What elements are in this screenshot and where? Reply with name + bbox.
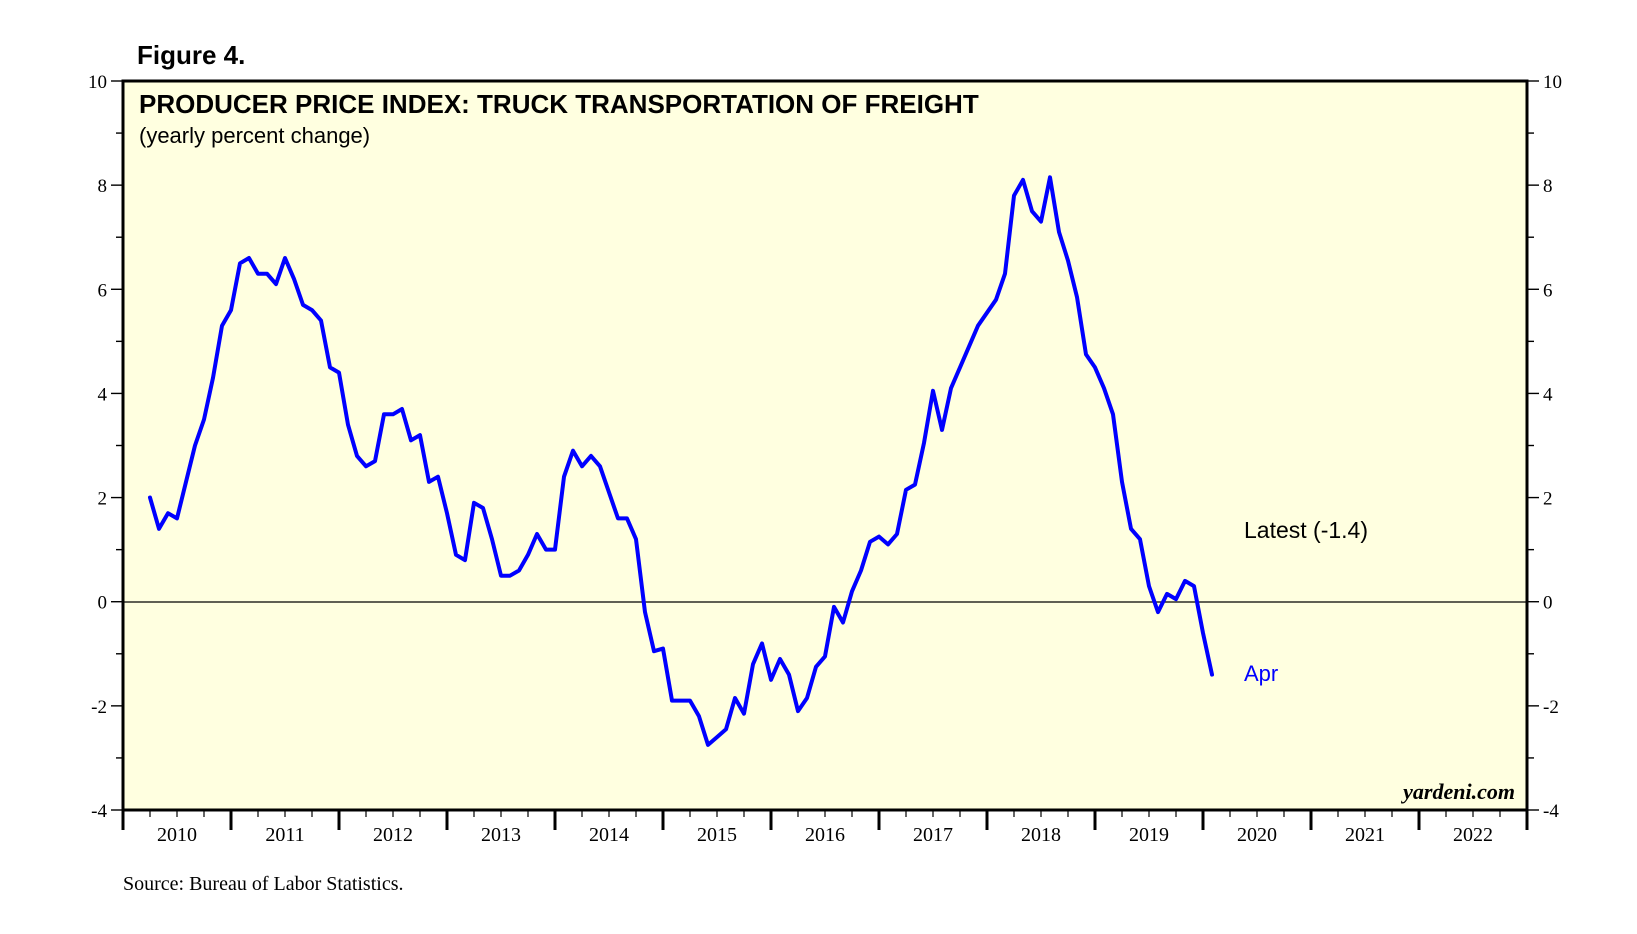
y-tick-label-left: 8 <box>98 176 108 197</box>
plot-area <box>121 79 1529 812</box>
y-tick-label-left: 4 <box>98 384 108 405</box>
watermark: yardeni.com <box>1400 779 1515 804</box>
y-tick-label-right: 6 <box>1543 280 1553 301</box>
latest-annotation: Latest (-1.4) <box>1244 517 1368 543</box>
y-tick-label-left: 2 <box>98 489 108 510</box>
y-tick-label-left: 6 <box>98 280 108 301</box>
x-tick-label: 2010 <box>157 824 197 846</box>
x-tick-label: 2021 <box>1345 824 1385 846</box>
last-point-label: Apr <box>1244 661 1278 686</box>
x-tick-label: 2014 <box>589 824 629 846</box>
y-tick-label-right: -2 <box>1543 697 1559 718</box>
source-note: Source: Bureau of Labor Statistics. <box>123 873 404 895</box>
series-line-ppi-truck-freight <box>148 175 1214 747</box>
x-tick-label: 2020 <box>1237 824 1277 846</box>
x-tick-label: 2019 <box>1129 824 1169 846</box>
x-tick-label: 2022 <box>1453 824 1493 846</box>
y-tick-label-right: 2 <box>1543 489 1553 510</box>
x-tick-label: 2012 <box>373 824 413 846</box>
figure-label: Figure 4. <box>137 40 245 70</box>
x-tick-label: 2015 <box>697 824 737 846</box>
chart-title: PRODUCER PRICE INDEX: TRUCK TRANSPORTATI… <box>139 89 979 119</box>
y-tick-label-right: 8 <box>1543 176 1553 197</box>
y-axis-left: -4 -2 0 2 4 6 8 10 <box>88 72 123 822</box>
y-tick-label-left: -2 <box>91 697 107 718</box>
x-tick-label: 2018 <box>1021 824 1061 846</box>
chart-subtitle: (yearly percent change) <box>139 123 370 148</box>
y-tick-label-left: -4 <box>91 801 107 822</box>
x-tick-label: 2017 <box>913 824 953 846</box>
x-tick-label: 2016 <box>805 824 845 846</box>
y-tick-label-right: 10 <box>1543 72 1562 93</box>
y-tick-label-left: 10 <box>88 72 107 93</box>
y-tick-label-right: 0 <box>1543 593 1553 614</box>
y-tick-label-right: -4 <box>1543 801 1559 822</box>
y-tick-label-left: 0 <box>98 593 108 614</box>
x-tick-label: 2011 <box>265 824 304 846</box>
y-tick-label-right: 4 <box>1543 384 1553 405</box>
y-axis-right: -4 -2 0 2 4 6 8 10 <box>1527 72 1562 822</box>
x-tick-label: 2013 <box>481 824 521 846</box>
x-axis: 2010 2011 2012 2013 2014 2015 2016 2017 2018 2019… <box>121 810 1529 846</box>
